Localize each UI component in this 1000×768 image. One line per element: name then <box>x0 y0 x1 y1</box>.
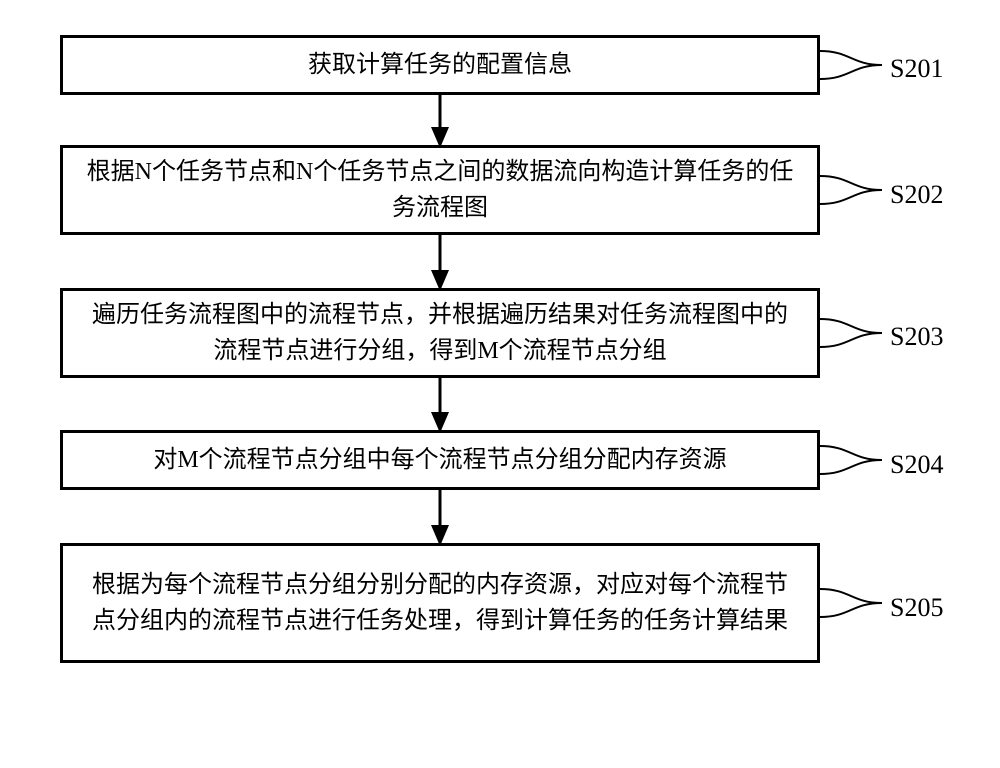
flow-node-s203: 遍历任务流程图中的流程节点，并根据遍历结果对任务流程图中的流程节点进行分组，得到… <box>60 288 820 378</box>
brace-4 <box>820 589 882 617</box>
flow-node-s202: 根据N个任务节点和N个任务节点之间的数据流向构造计算任务的任务流程图 <box>60 145 820 235</box>
brace-2 <box>820 319 882 347</box>
flow-node-label-s201: S201 <box>890 54 943 84</box>
flow-node-label-s203: S203 <box>890 322 943 352</box>
flow-node-label-s204: S204 <box>890 450 943 480</box>
flow-node-s204: 对M个流程节点分组中每个流程节点分组分配内存资源 <box>60 430 820 490</box>
brace-0 <box>820 51 882 79</box>
flow-node-text: 根据为每个流程节点分组分别分配的内存资源，对应对每个流程节点分组内的流程节点进行… <box>83 567 797 639</box>
flow-node-text: 遍历任务流程图中的流程节点，并根据遍历结果对任务流程图中的流程节点进行分组，得到… <box>83 297 797 369</box>
flow-node-text: 根据N个任务节点和N个任务节点之间的数据流向构造计算任务的任务流程图 <box>83 154 797 226</box>
flow-node-s205: 根据为每个流程节点分组分别分配的内存资源，对应对每个流程节点分组内的流程节点进行… <box>60 543 820 663</box>
flow-node-text: 对M个流程节点分组中每个流程节点分组分配内存资源 <box>153 442 726 478</box>
flow-node-s201: 获取计算任务的配置信息 <box>60 35 820 95</box>
brace-3 <box>820 446 882 474</box>
flow-node-text: 获取计算任务的配置信息 <box>308 47 572 83</box>
brace-1 <box>820 176 882 204</box>
flow-node-label-s205: S205 <box>890 593 943 623</box>
flow-node-label-s202: S202 <box>890 180 943 210</box>
